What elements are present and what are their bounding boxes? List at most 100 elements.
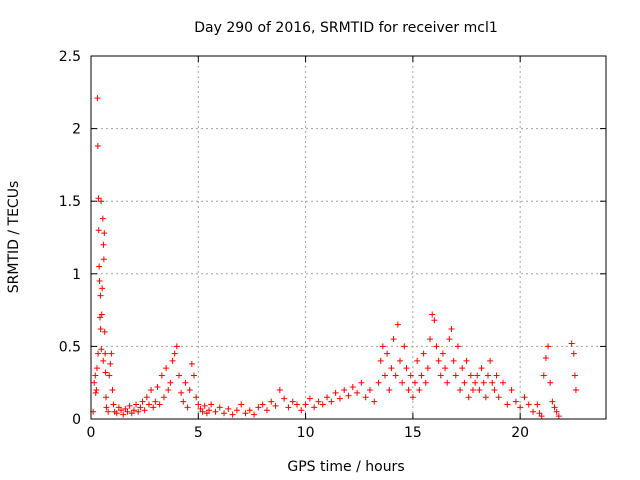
data-point (549, 398, 556, 405)
data-point (103, 404, 110, 411)
data-point (467, 372, 474, 379)
data-point (442, 365, 449, 372)
data-point (289, 398, 296, 405)
data-point (143, 394, 150, 401)
data-point (242, 410, 249, 417)
data-point (435, 357, 442, 364)
data-point (98, 346, 105, 353)
data-point (433, 343, 440, 350)
data-point (500, 379, 506, 386)
data-point (118, 407, 125, 414)
data-point (491, 386, 498, 393)
data-point (542, 355, 549, 362)
data-point (97, 292, 104, 299)
data-point (401, 343, 408, 350)
data-point (504, 401, 511, 408)
data-point (489, 379, 496, 386)
data-point (113, 410, 120, 417)
data-point (160, 394, 167, 401)
data-point (454, 343, 461, 350)
y-tick-label: 1 (72, 267, 81, 283)
data-point (493, 372, 500, 379)
data-point (341, 386, 348, 393)
data-point (328, 398, 335, 405)
data-point (103, 394, 110, 401)
data-point (450, 357, 457, 364)
data-point (482, 394, 489, 401)
data-point (390, 336, 397, 343)
data-point (124, 408, 131, 415)
data-point (412, 379, 419, 386)
data-point (534, 401, 541, 408)
data-point (547, 379, 554, 386)
data-point (530, 408, 537, 415)
data-point (427, 336, 434, 343)
x-tick-label: 0 (87, 425, 96, 441)
data-point (461, 379, 468, 386)
data-point (568, 340, 575, 347)
data-point (345, 392, 352, 399)
data-point (306, 395, 313, 402)
x-axis-label: GPS time / hours (287, 459, 404, 475)
data-point (472, 379, 479, 386)
data-point (95, 195, 102, 202)
grid (91, 56, 606, 419)
x-tick-label: 20 (511, 425, 529, 441)
data-point (145, 401, 152, 408)
data-point (358, 379, 365, 386)
data-point (101, 230, 108, 237)
data-point (154, 384, 161, 391)
data-point (487, 357, 494, 364)
data-point (193, 394, 200, 401)
data-point (169, 357, 176, 364)
data-point (91, 379, 98, 386)
data-point (399, 379, 406, 386)
data-point (495, 394, 502, 401)
data-point (457, 386, 464, 393)
data-point (98, 198, 105, 205)
data-point (167, 379, 174, 386)
data-point (206, 407, 213, 414)
data-point (94, 143, 101, 150)
data-point (152, 398, 159, 405)
data-point (99, 285, 106, 292)
data-point (109, 386, 116, 393)
data-point (246, 407, 253, 414)
data-point (538, 413, 545, 420)
data-point (403, 365, 410, 372)
data-point (324, 394, 331, 401)
chart-title: Day 290 of 2016, SRMTID for receiver mcl… (194, 20, 498, 36)
data-point (208, 401, 215, 408)
data-point (478, 365, 485, 372)
data-point (437, 372, 444, 379)
data-point (141, 407, 148, 414)
y-tick-label: 2.5 (59, 49, 81, 65)
data-point (336, 395, 343, 402)
data-point (268, 398, 275, 405)
data-point (315, 398, 322, 405)
data-point (95, 227, 102, 234)
data-point (186, 386, 193, 393)
data-point (229, 411, 236, 418)
data-point (484, 372, 491, 379)
data-point (294, 401, 300, 408)
data-point (416, 386, 423, 393)
data-point (96, 278, 103, 285)
data-point (126, 402, 133, 409)
data-point (480, 379, 487, 386)
data-point (251, 411, 258, 418)
data-point (212, 408, 219, 415)
data-point (452, 372, 459, 379)
data-point (156, 401, 163, 408)
data-point (420, 350, 427, 357)
data-point (424, 365, 431, 372)
data-point (409, 394, 416, 401)
data-point (397, 357, 403, 364)
x-tick-label: 15 (404, 425, 422, 441)
data-point (276, 386, 283, 393)
data-point (108, 350, 115, 357)
data-point (93, 386, 100, 393)
data-point (386, 386, 393, 393)
data-point (255, 404, 262, 411)
data-point (281, 395, 288, 402)
